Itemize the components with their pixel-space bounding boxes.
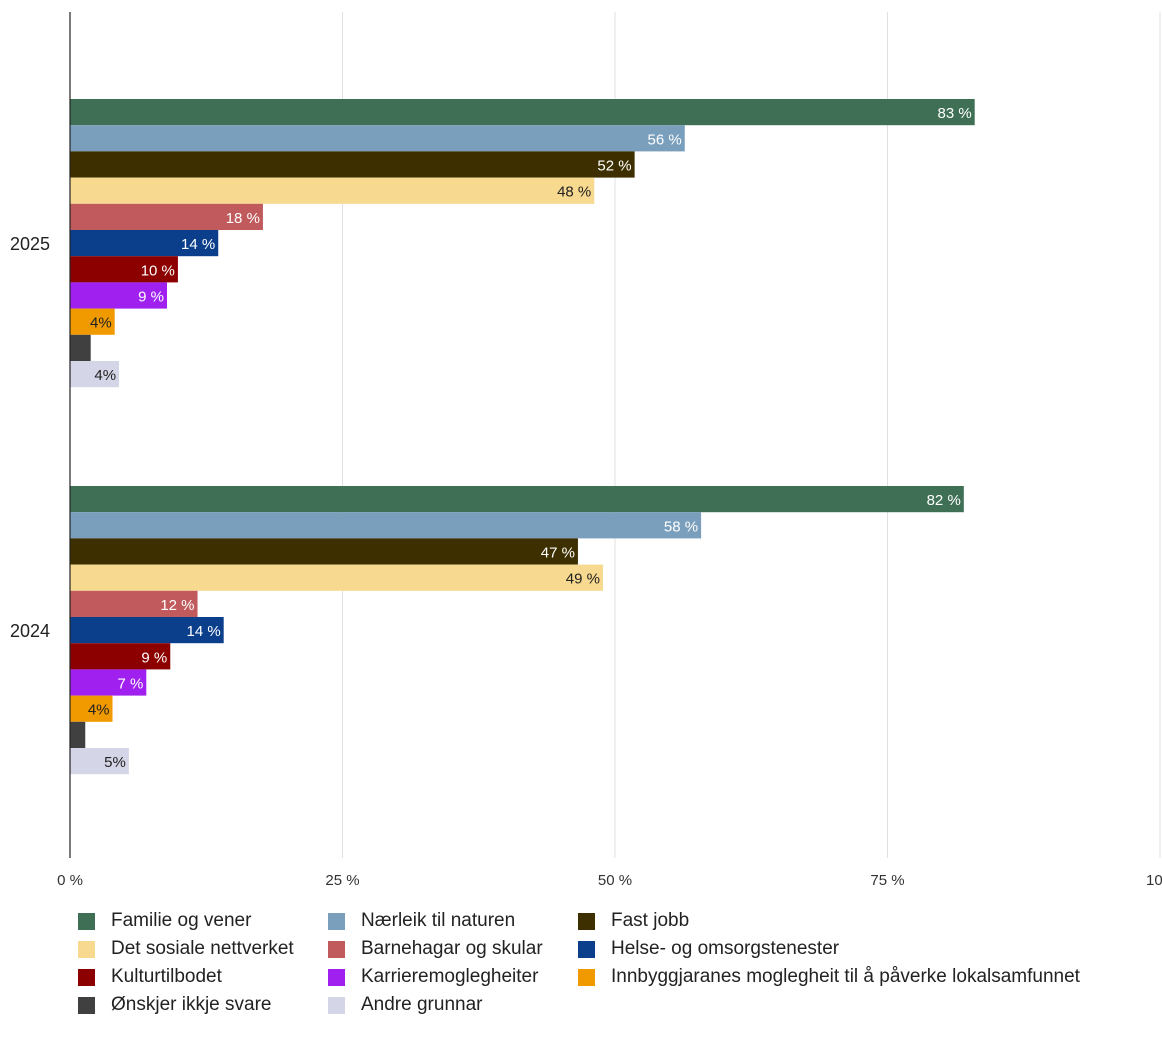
bar	[70, 361, 120, 388]
data-label: 12 %	[160, 597, 194, 614]
legend-swatch	[578, 940, 595, 958]
legend-label: Det sosiale nettverket	[111, 938, 294, 959]
bar	[70, 308, 115, 335]
x-tick-label: 0 %	[57, 872, 83, 889]
legend-label: Ønskjer ikkje svare	[111, 994, 272, 1015]
bar	[70, 617, 224, 644]
legend-label: Innbyggjaranes moglegheit til å påverke …	[611, 966, 1080, 987]
legend-label: Andre grunnar	[361, 994, 483, 1015]
legend-label: Barnehagar og skular	[361, 938, 543, 959]
data-label: 14 %	[181, 236, 215, 253]
legend-swatch	[78, 996, 95, 1014]
bar	[70, 748, 129, 775]
legend-label: Helse- og omsorgstenester	[611, 938, 840, 959]
legend-item: Innbyggjaranes moglegheit til å påverke …	[578, 966, 1080, 988]
data-label: 4%	[90, 315, 112, 332]
legend-item: Familie og vener	[78, 910, 251, 932]
legend-swatch	[328, 968, 345, 986]
data-label: 7 %	[117, 676, 143, 693]
legend-item: Karrieremoglegheiter	[328, 966, 538, 988]
bar	[70, 721, 86, 748]
bar	[70, 643, 171, 670]
legend-swatch	[578, 912, 595, 930]
data-label: 9 %	[138, 289, 164, 306]
legend-label: Familie og vener	[111, 910, 252, 931]
category-label: 2024	[10, 621, 50, 641]
legend-item: Andre grunnar	[328, 994, 482, 1016]
legend-label: Nærleik til naturen	[361, 910, 516, 931]
legend-item: Kulturtilbodet	[78, 966, 222, 988]
data-label: 47 %	[541, 545, 575, 562]
data-label: 10 %	[141, 262, 175, 279]
bar	[70, 99, 975, 126]
legend-item: Det sosiale nettverket	[78, 938, 294, 960]
data-label: 58 %	[664, 518, 698, 535]
x-tick-label: 25 %	[325, 872, 359, 889]
legend-swatch	[78, 940, 95, 958]
chart-area: 0 % 25 % 50 % 75 % 100 83 % 56 % 52 % 48 % 18 % 14…	[10, 12, 1162, 889]
x-tick-label: 100	[1146, 872, 1162, 889]
legend-item: Helse- og omsorgstenester	[578, 938, 839, 960]
legend-item: Barnehagar og skular	[328, 938, 543, 960]
bar	[70, 538, 578, 565]
bar	[70, 177, 595, 204]
data-label: 14 %	[186, 623, 220, 640]
bar	[70, 125, 685, 152]
bar	[70, 230, 219, 257]
data-label: 83 %	[937, 105, 971, 122]
legend-item: Ønskjer ikkje svare	[78, 994, 272, 1016]
legend-swatch	[328, 940, 345, 958]
legend-item: Fast jobb	[578, 910, 689, 932]
legend-item: Nærleik til naturen	[328, 910, 515, 932]
bar	[70, 282, 168, 309]
legend-label: Fast jobb	[611, 910, 690, 931]
data-label: 48 %	[557, 184, 591, 201]
data-label: 18 %	[226, 210, 260, 227]
data-label: 49 %	[566, 571, 600, 588]
bar	[70, 590, 198, 617]
data-label: 5%	[104, 754, 126, 771]
legend-swatch	[78, 912, 95, 930]
data-label: 4%	[88, 702, 110, 719]
x-tick-label: 50 %	[598, 872, 632, 889]
bar	[70, 695, 113, 722]
legend-swatch	[578, 968, 595, 986]
legend-label: Kulturtilbodet	[111, 966, 222, 987]
x-tick-label: 75 %	[870, 872, 904, 889]
legend-swatch	[328, 912, 345, 930]
data-label: 56 %	[648, 131, 682, 148]
legend-swatch	[328, 996, 345, 1014]
legend-label: Karrieremoglegheiter	[361, 966, 539, 987]
bar	[70, 564, 604, 591]
bar	[70, 669, 147, 696]
data-label: 82 %	[927, 492, 961, 509]
legend-swatch	[78, 968, 95, 986]
bar	[70, 486, 964, 513]
bar	[70, 151, 635, 178]
category-label: 2025	[10, 234, 50, 254]
data-label: 52 %	[597, 158, 631, 175]
data-label: 4%	[94, 367, 116, 384]
bar	[70, 256, 178, 283]
bar	[70, 203, 263, 230]
bar	[70, 512, 702, 539]
bar	[70, 334, 91, 361]
data-label: 9 %	[141, 649, 167, 666]
